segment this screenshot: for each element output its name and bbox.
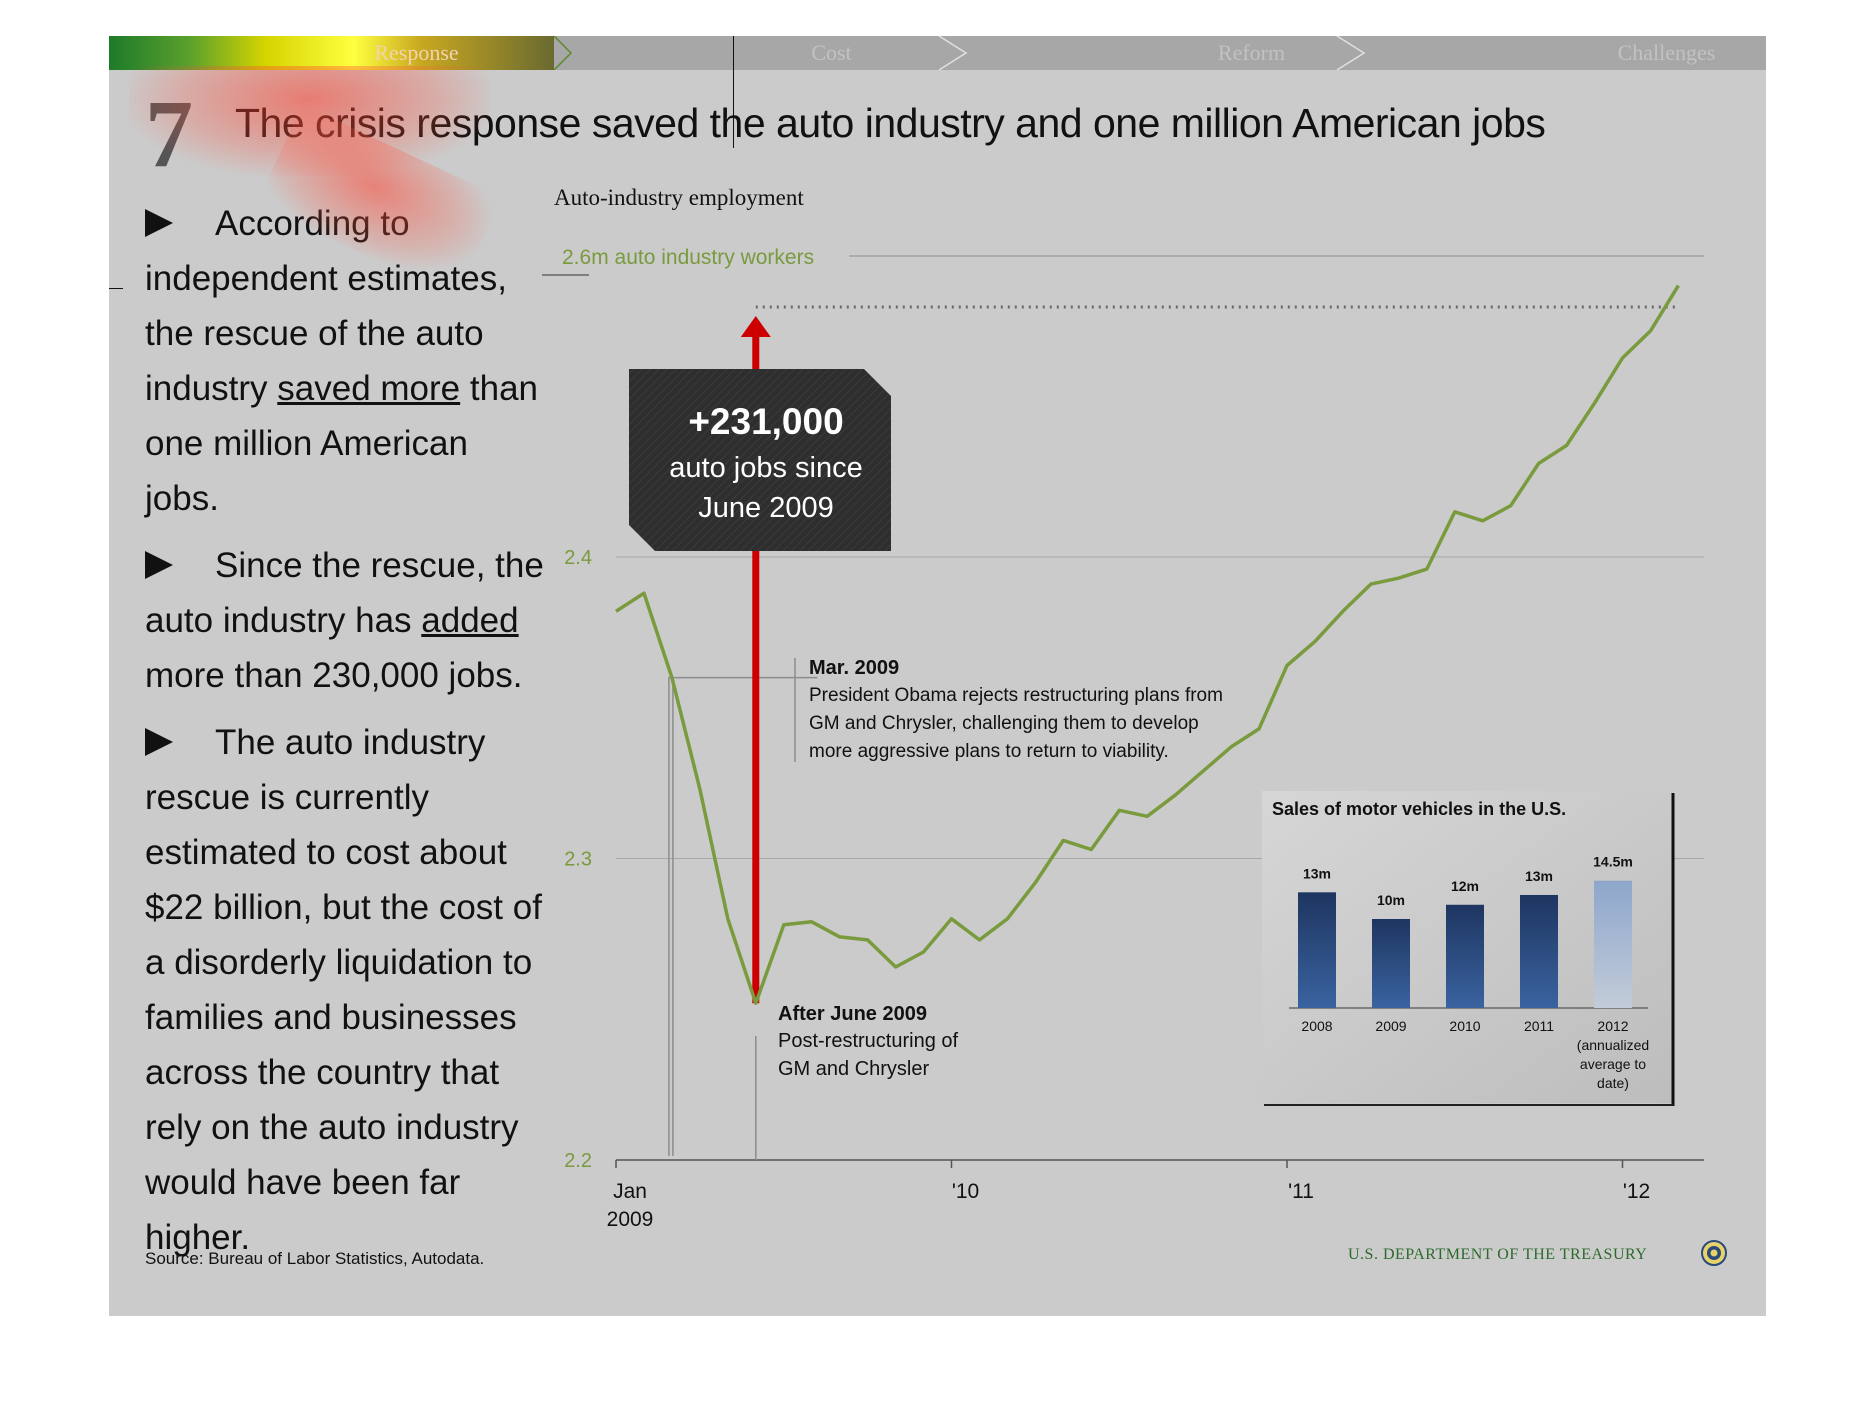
edge-tick	[109, 288, 123, 289]
treasury-seal-icon	[1701, 1240, 1727, 1266]
inset-category-label: 2012	[1597, 1018, 1628, 1034]
y-tick-label: 2.3	[564, 849, 592, 871]
nav-active-highlight	[109, 36, 554, 70]
bullet-item: The auto industry rescue is currently es…	[145, 715, 545, 1265]
annotation-text: GM and Chrysler, challenging them to dev…	[809, 713, 1199, 734]
annotation-title: Mar. 2009	[809, 657, 899, 679]
source-note: Source: Bureau of Labor Statistics, Auto…	[145, 1249, 485, 1268]
bullet-list: According to independent estimates, the …	[145, 196, 545, 1277]
bullet-emphasis: added	[421, 601, 519, 640]
inset-bar	[1298, 892, 1336, 1008]
callout-text: auto jobs since	[669, 452, 862, 484]
nav-tab-challenges[interactable]: Challenges	[1617, 40, 1716, 65]
bullet-triangle-icon	[145, 551, 173, 579]
inset-category-label: date)	[1597, 1075, 1629, 1091]
callout-text: June 2009	[698, 492, 833, 524]
inset-title: Sales of motor vehicles in the U.S.	[1272, 799, 1566, 819]
employment-chart: Auto-industry employment 2.6m auto indust…	[542, 185, 1704, 1231]
inset-category-label: (annualized	[1577, 1037, 1649, 1053]
inset-bar-value-label: 13m	[1303, 865, 1331, 881]
nav-tab-response[interactable]: Response	[374, 40, 459, 65]
nav-tab-cost[interactable]: Cost	[811, 40, 852, 65]
inset-bar-value-label: 14.5m	[1593, 854, 1633, 870]
agency-name: U.S. DEPARTMENT OF THE TREASURY	[1348, 1246, 1648, 1263]
bar-chart-layer: Sales of motor vehicles in the U.S. 13m 20…	[1262, 791, 1675, 1106]
bullet-text: Since the rescue, the auto industry has	[145, 546, 544, 640]
bullet-item: According to independent estimates, the …	[145, 196, 545, 526]
bullet-triangle-icon	[145, 209, 173, 237]
annotation-text: more aggressive plans to return to viabi…	[809, 741, 1169, 762]
callout-value: +231,000	[688, 401, 843, 442]
line-chart-layer: Auto-industry employment 2.6m auto indust…	[542, 185, 1704, 1231]
callout-box	[629, 369, 891, 551]
bullet-text: than one million American jobs.	[145, 369, 539, 518]
reference-line-label: 2.6m auto industry workers	[562, 246, 814, 269]
employment-series-line	[615, 284, 1680, 1005]
inset-category-label: 2010	[1449, 1018, 1480, 1034]
section-nav: Response Cost Reform Challenges	[109, 36, 1766, 70]
chart-title: Auto-industry employment	[554, 185, 804, 210]
inset-bar	[1372, 919, 1410, 1008]
annotation-text: GM and Chrysler	[778, 1058, 929, 1080]
y-tick-label: 2.2	[564, 1150, 592, 1172]
increase-arrow-head	[740, 316, 771, 337]
bullet-triangle-icon	[145, 728, 173, 756]
x-tick-label: '12	[1623, 1180, 1650, 1203]
inset-bar	[1446, 904, 1484, 1008]
text-cursor-line	[733, 36, 734, 148]
x-tick-label: Jan	[613, 1180, 647, 1203]
inset-bar-value-label: 10m	[1377, 892, 1405, 908]
inset-bar	[1520, 894, 1558, 1008]
annotation-title: After June 2009	[778, 1003, 927, 1025]
inset-bar-value-label: 12m	[1451, 878, 1479, 894]
annotation-text: President Obama rejects restructuring pl…	[809, 685, 1223, 706]
nav-tab-reform[interactable]: Reform	[1217, 40, 1286, 65]
annotation-text: Post-restructuring of	[778, 1030, 959, 1052]
bullet-text: The auto industry rescue is currently es…	[145, 723, 542, 1257]
bullet-emphasis: saved more	[277, 369, 461, 408]
inset-category-label: 2008	[1301, 1018, 1332, 1034]
bullet-item: Since the rescue, the auto industry has …	[145, 538, 545, 703]
inset-category-label: average to	[1580, 1056, 1646, 1072]
bullet-text: more than 230,000 jobs.	[145, 656, 523, 695]
slide: Response Cost Reform Challenges 7 The cr…	[109, 36, 1766, 1316]
x-tick-label: '10	[952, 1180, 979, 1203]
inset-category-label: 2011	[1524, 1018, 1554, 1034]
nav-chevrons	[553, 36, 1366, 70]
x-tick-label: 2009	[607, 1208, 654, 1231]
x-tick-label: '11	[1288, 1180, 1314, 1203]
inset-bar	[1594, 880, 1632, 1008]
inset-category-label: 2009	[1375, 1018, 1406, 1034]
inset-bar-value-label: 13m	[1525, 868, 1553, 884]
y-tick-label: 2.4	[564, 547, 592, 569]
